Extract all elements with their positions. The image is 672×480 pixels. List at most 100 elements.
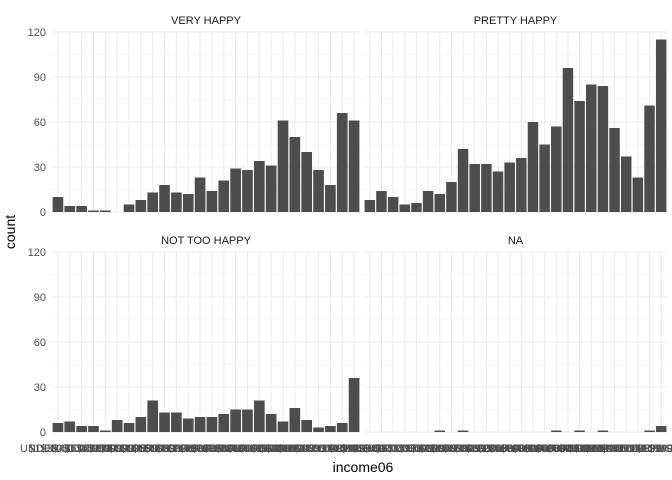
bar: [253, 161, 265, 212]
x-tick-label: $60000 TO 74999: [547, 443, 635, 455]
bar: [182, 418, 194, 432]
bar: [64, 206, 76, 212]
x-tick-label: $17500 TO 19999: [144, 443, 232, 455]
x-tick-label: $25000 TO 29999: [180, 443, 268, 455]
bar: [253, 400, 265, 432]
x-tick-label: UNDER $1 000: [332, 443, 408, 455]
x-tick-label: $22500 TO 24999: [168, 443, 256, 455]
bar: [313, 170, 324, 212]
bar: [364, 200, 376, 212]
y-tick-label: 120: [28, 27, 46, 39]
bar: [469, 164, 480, 212]
x-tick-label: $5 000 TO 5 999: [375, 443, 457, 455]
y-tick-label: 120: [28, 247, 46, 259]
x-tick-label: $10000 TO 12499: [109, 443, 197, 455]
x-tick-label: $1 000 TO 2 999: [29, 443, 111, 455]
bar: [135, 200, 147, 212]
x-tick-label: $12500 TO 14999: [431, 443, 519, 455]
bar: [348, 120, 360, 212]
x-tick-label: $8 000 TO 9 999: [410, 443, 492, 455]
y-tick-label: 30: [34, 382, 46, 394]
bar: [644, 105, 655, 212]
x-tick-label: $20000 TO 22499: [466, 443, 554, 455]
x-tick-label: $12500 TO 14999: [120, 443, 208, 455]
bar: [88, 426, 99, 432]
bar: [655, 426, 667, 432]
y-tick-label: 60: [34, 337, 46, 349]
bar: [242, 170, 253, 212]
x-axis-title: income06: [333, 459, 394, 475]
bar: [574, 430, 585, 432]
y-tick-label: 0: [40, 207, 46, 219]
bar: [457, 149, 469, 212]
bar: [504, 162, 515, 212]
bar: [218, 414, 230, 432]
bar: [76, 426, 87, 432]
bar: [434, 430, 445, 432]
bar: [182, 194, 194, 212]
x-tick-label: $150000 OR OVER: [294, 443, 391, 455]
bar: [551, 126, 562, 212]
bar: [88, 210, 99, 212]
bar: [492, 171, 504, 212]
bar: [655, 39, 667, 212]
x-tick-label: $8 000 TO 9 999: [100, 443, 182, 455]
x-tick-label: UNDER $1 000: [20, 443, 96, 455]
bar: [516, 158, 527, 212]
x-tick-label: $6 000 TO 6 999: [76, 443, 158, 455]
x-tick-label: REFUSED: [328, 443, 381, 455]
x-tick-label: $30000 TO 34999: [191, 443, 279, 455]
x-tick-label: $150000 OR OVER: [601, 443, 672, 455]
x-tick-label: $3 000 TO 3 999: [352, 443, 434, 455]
x-tick-label: $130000 TO $149999: [277, 443, 384, 455]
x-tick-label: $40000 TO 49999: [215, 443, 303, 455]
facet-title: NOT TOO HAPPY: [161, 235, 252, 247]
y-tick-label: 0: [40, 427, 46, 439]
x-tick-label: $75000 TO 89999: [559, 443, 647, 455]
bar: [218, 180, 230, 212]
x-tick-label: $110000 TO $129999: [266, 443, 372, 455]
x-tick-label: $5 000 TO 5 999: [64, 443, 146, 455]
x-tick-label: $7 000 TO 7 999: [399, 443, 481, 455]
bar: [206, 417, 218, 432]
x-tick-label: $35000 TO 39999: [203, 443, 291, 455]
x-tick-label: $110000 TO $129999: [573, 443, 672, 455]
x-tick-label: $15000 TO 17499: [132, 443, 220, 455]
bar: [446, 182, 457, 212]
bar: [76, 206, 87, 212]
bar: [289, 408, 301, 432]
bar: [527, 122, 539, 212]
facet-title: NA: [508, 235, 524, 247]
bar: [411, 203, 422, 212]
bar: [597, 86, 609, 212]
x-tick-label: $22500 TO 24999: [477, 443, 565, 455]
bar: [422, 191, 434, 212]
x-tick-label: $4 000 TO 4 999: [52, 443, 134, 455]
bar: [230, 409, 241, 432]
bar: [551, 430, 562, 432]
bar: [159, 185, 170, 212]
bar: [313, 427, 324, 432]
x-tick-label: $15000 TO 17499: [442, 443, 530, 455]
bar: [99, 430, 111, 432]
x-tick-label: $3 000 TO 3 999: [41, 443, 123, 455]
bar: [171, 192, 182, 212]
bar: [376, 191, 387, 212]
bar: [123, 423, 135, 432]
bar: [457, 430, 469, 432]
bar: [387, 197, 399, 212]
bar: [265, 165, 277, 212]
bar: [632, 177, 644, 212]
x-tick-label: $7 000 TO 7 999: [88, 443, 170, 455]
bar: [277, 120, 289, 212]
bar: [265, 414, 277, 432]
bar: [147, 400, 159, 432]
bar: [135, 417, 147, 432]
y-tick-label: 90: [34, 72, 46, 84]
bar: [147, 192, 159, 212]
bar: [574, 101, 585, 212]
x-tick-label: $75000 TO 89999: [251, 443, 339, 455]
bar: [64, 421, 76, 432]
bar: [111, 420, 123, 432]
